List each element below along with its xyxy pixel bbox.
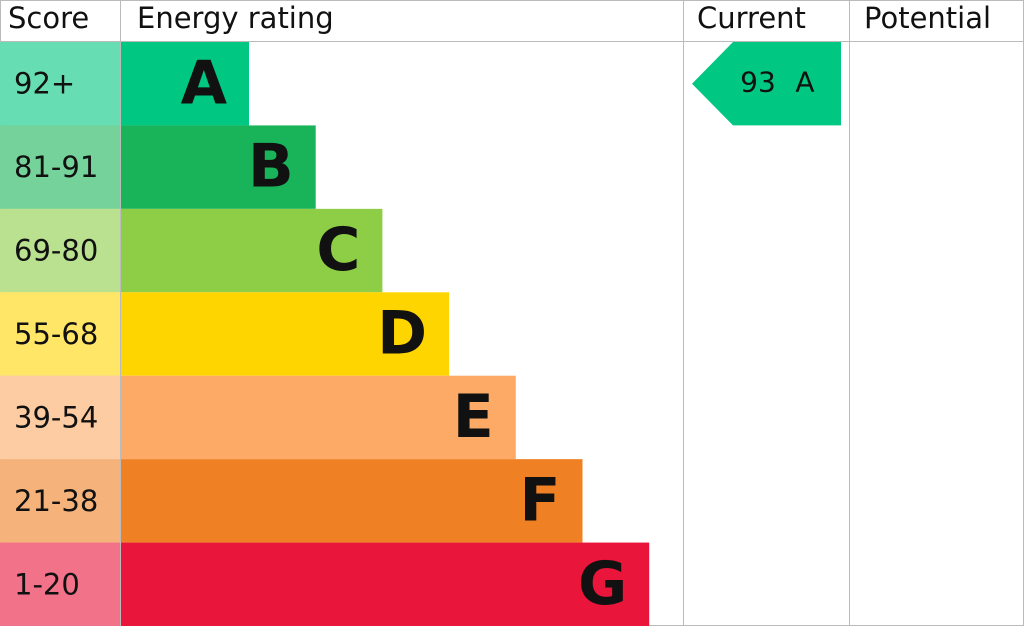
column-header: Energy rating [137,1,334,35]
rating-letter: E [453,382,494,452]
score-cell-tint [0,459,120,543]
score-cell [0,292,120,376]
rating-bar [120,125,316,209]
score-cell [0,459,120,543]
score-cell [0,208,120,293]
current-score: 93 [740,66,776,99]
score-cell-tint [0,542,120,626]
rating-letter: D [377,299,427,369]
rating-bar [120,42,249,126]
score-cell-tint [0,125,120,209]
score-cell [0,375,120,460]
rating-letter: A [181,48,228,118]
score-range: 69-80 [14,234,98,268]
rating-letter: C [316,215,360,285]
rating-bar [120,542,650,626]
rating-letter: B [248,132,294,202]
rating-letter: F [520,465,561,535]
score-cell [0,42,120,126]
rating-letter: G [578,549,627,619]
rating-bar [120,292,450,376]
score-cell-tint [0,42,120,126]
rating-bar [120,208,383,293]
score-range: 81-91 [14,150,98,184]
rating-bar [120,459,583,543]
score-cell-tint [0,208,120,293]
score-cell [0,125,120,209]
current-arrow [692,42,841,126]
score-cell-tint [0,292,120,376]
score-range: 55-68 [14,317,98,351]
score-cell-tint [0,375,120,460]
current-letter: A [795,66,814,99]
column-header: Potential [864,1,991,35]
rating-bar [120,375,516,460]
column-header: Score [8,1,89,35]
score-range: 39-54 [14,400,98,434]
score-range: 1-20 [14,567,80,601]
column-header: Current [697,1,806,35]
score-range: 21-38 [14,484,98,518]
score-range: 92+ [14,67,75,101]
score-cell [0,542,120,626]
